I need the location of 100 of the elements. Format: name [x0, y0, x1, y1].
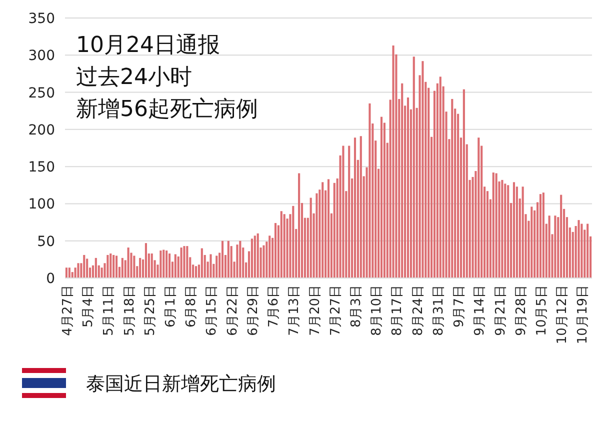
bar: [106, 254, 109, 278]
bar: [495, 173, 498, 278]
bar: [174, 254, 176, 278]
bar: [121, 258, 124, 278]
bar: [412, 56, 415, 278]
bar: [180, 248, 182, 278]
y-tick-label: 50: [37, 234, 55, 250]
bar: [150, 253, 153, 278]
x-tick-label: 7月13日: [287, 285, 302, 336]
bar: [115, 256, 118, 278]
x-tick-label: 9月14日: [472, 285, 488, 336]
bar: [254, 236, 256, 278]
x-tick-label: 6月15日: [204, 285, 220, 336]
y-tick-label: 150: [28, 160, 55, 176]
bar: [68, 268, 70, 278]
bar: [512, 182, 516, 278]
x-tick-label: 8月3日: [348, 285, 364, 328]
bar: [492, 172, 494, 278]
bar: [401, 83, 404, 278]
bar: [322, 182, 324, 278]
bar: [539, 194, 542, 278]
bar: [392, 45, 394, 278]
x-tick-label: 8月17日: [390, 285, 406, 336]
bar: [239, 240, 242, 278]
bar: [504, 184, 506, 278]
bar: [77, 263, 80, 278]
annotation: 新增56起死亡病例: [76, 97, 258, 122]
bar: [236, 244, 238, 278]
bar: [327, 179, 330, 278]
bar: [160, 250, 162, 278]
bar: [462, 89, 465, 278]
bar: [262, 245, 265, 278]
y-tick-label: 0: [46, 271, 55, 287]
bar: [507, 185, 510, 278]
bar: [542, 192, 544, 278]
bar: [342, 146, 344, 278]
bar: [554, 216, 556, 278]
x-tick-label: 6月8日: [184, 285, 200, 328]
bar: [139, 258, 142, 278]
bar: [451, 98, 454, 278]
bar: [501, 180, 504, 278]
x-tick-label: 7月6日: [266, 285, 282, 328]
bar: [522, 186, 524, 278]
bar: [166, 250, 168, 278]
bar: [280, 211, 282, 278]
bar: [580, 224, 583, 278]
bar: [354, 138, 356, 278]
bar: [183, 246, 186, 278]
bar: [256, 233, 259, 278]
x-tick-label: 6月29日: [246, 285, 261, 336]
x-tick-label: 5月4日: [81, 285, 96, 328]
x-tick-label: 5月11日: [102, 285, 117, 336]
annotation: 过去24小时: [76, 65, 192, 90]
bar: [422, 61, 424, 278]
bar: [439, 76, 442, 278]
bar: [200, 248, 203, 278]
bar: [133, 256, 136, 278]
bar: [274, 223, 277, 278]
x-tick-label: 8月10日: [370, 285, 385, 336]
bar: [94, 258, 97, 278]
bar: [112, 254, 115, 278]
y-tick-label: 200: [28, 122, 55, 138]
bar: [586, 224, 589, 278]
bar: [560, 194, 562, 278]
bar: [406, 97, 410, 278]
bar: [283, 214, 286, 278]
bar: [168, 253, 171, 278]
bar: [360, 136, 362, 278]
x-tick-label: 10月5日: [534, 285, 550, 336]
bar: [310, 198, 312, 278]
bar: [210, 254, 212, 278]
bar: [110, 253, 112, 278]
x-tick-label: 4月27日: [60, 285, 76, 336]
bar: [316, 193, 318, 278]
x-tick-label: 8月24日: [410, 285, 426, 336]
y-tick-label: 100: [28, 196, 55, 213]
bar: [298, 173, 300, 278]
bar: [333, 182, 336, 278]
bar: [86, 258, 88, 278]
bar: [292, 206, 294, 278]
bar: [348, 146, 350, 278]
bar: [83, 254, 86, 278]
bar: [65, 268, 68, 278]
bar: [216, 256, 218, 278]
bar: [186, 246, 188, 278]
bar: [221, 240, 224, 278]
bar: [478, 138, 480, 278]
x-tick-label: 5月25日: [142, 285, 158, 336]
bar: [268, 236, 271, 278]
y-tick-label: 250: [28, 85, 55, 102]
bar: [250, 238, 253, 278]
x-tick-label: 10月12日: [555, 285, 570, 344]
bar: [368, 103, 371, 278]
x-tick-label: 9月7日: [452, 285, 468, 328]
bar: [530, 206, 533, 278]
x-tick-label: 6月1日: [164, 285, 179, 328]
x-tick-label: 10月19日: [576, 285, 591, 344]
bar: [227, 240, 230, 278]
y-tick-label: 350: [28, 11, 55, 27]
x-tick-label: 9月21日: [493, 285, 508, 336]
